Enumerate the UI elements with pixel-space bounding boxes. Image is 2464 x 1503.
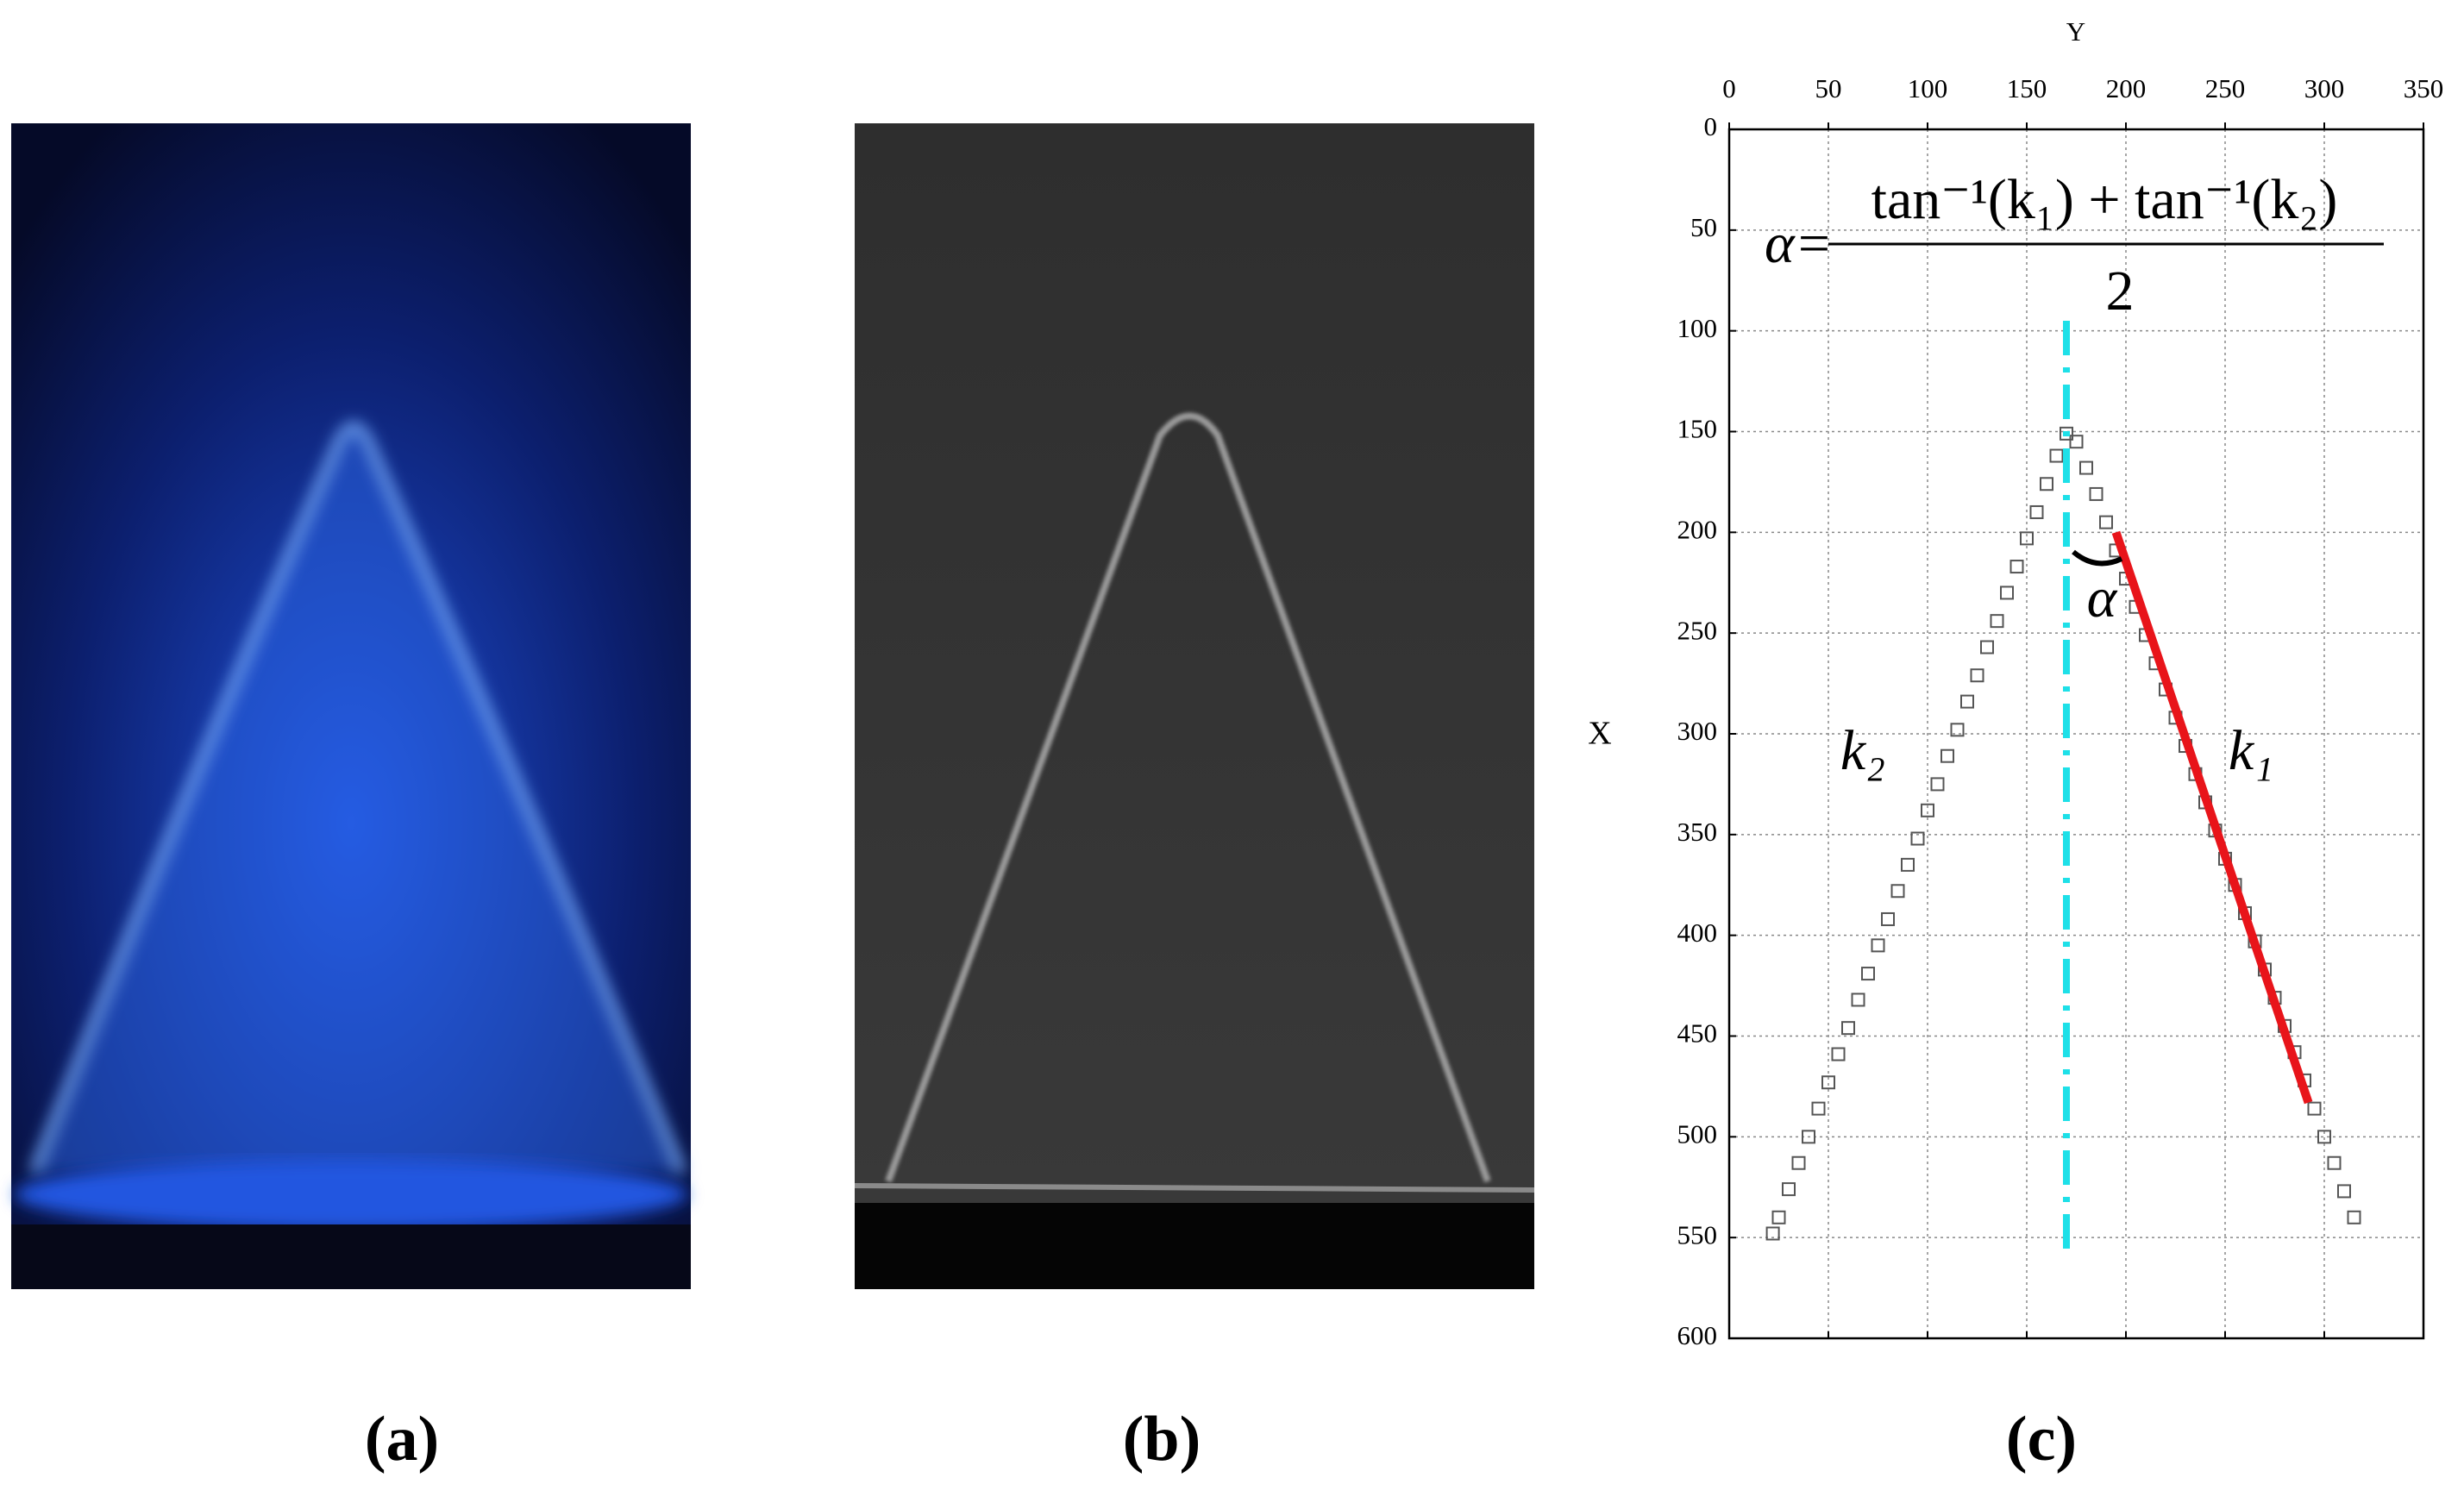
data-point — [1791, 1155, 1806, 1170]
data-point — [1871, 938, 1885, 953]
angle-arc — [2072, 549, 2123, 567]
y-tick-label: 150 — [1677, 414, 1718, 444]
y-tick-label: 400 — [1677, 917, 1718, 948]
y-tick-label: 250 — [1677, 615, 1718, 645]
x-tick-label: 100 — [1908, 73, 1948, 103]
plot-frame — [1727, 128, 2425, 1340]
data-point — [1831, 1047, 1846, 1061]
x-tick-label: 300 — [2304, 73, 2345, 103]
data-point — [1771, 1210, 1786, 1224]
y-tick-label: 50 — [1690, 212, 1717, 242]
data-point — [1851, 993, 1865, 1007]
y-tick-label: 500 — [1677, 1118, 1718, 1149]
data-point — [2029, 504, 2044, 519]
data-point — [2347, 1210, 2361, 1224]
y-tick-label: 200 — [1677, 514, 1718, 544]
data-point — [1990, 614, 2004, 629]
data-point — [1910, 831, 1925, 846]
data-point — [1950, 723, 1965, 737]
panel-label: (b) — [1123, 1404, 1201, 1475]
data-point — [2000, 586, 2014, 600]
data-point — [1861, 967, 1875, 981]
data-point — [2069, 435, 2084, 449]
annotations: α= tan⁻¹(k₁) + tan⁻¹(k₂) 2 α k₂ k₁ — [1765, 168, 2384, 782]
y-tick-label: 100 — [1677, 313, 1718, 343]
y-tick-label: 550 — [1677, 1219, 1718, 1249]
data-point — [1765, 1226, 1780, 1241]
k1-label: k₁ — [2229, 719, 2273, 782]
data-point — [1901, 857, 1915, 872]
panel-label: (a) — [365, 1404, 439, 1475]
data-point — [1841, 1021, 1855, 1036]
y-tick-label: 350 — [1677, 817, 1718, 847]
data-point — [1782, 1182, 1796, 1197]
data-point — [2009, 560, 2024, 574]
formula-lhs: α= — [1765, 212, 1833, 275]
data-point — [2079, 460, 2093, 475]
data-point — [1970, 668, 1984, 683]
x-axis-title: Y — [2066, 16, 2085, 47]
data-point — [1940, 748, 1954, 763]
data-point — [2327, 1155, 2342, 1170]
data-point — [1960, 694, 1974, 709]
data-point — [1811, 1101, 1826, 1116]
data-point — [1930, 777, 1945, 792]
data-point — [1921, 803, 1934, 817]
data-point — [2089, 486, 2103, 501]
data-point — [2049, 448, 2064, 463]
x-tick-label: 50 — [1815, 73, 1842, 103]
y-tick-label: 450 — [1677, 1018, 1718, 1049]
data-point — [1881, 911, 1895, 926]
k2-label: k₂ — [1840, 719, 1885, 782]
formula-numerator: tan⁻¹(k₁) + tan⁻¹(k₂) — [1872, 168, 2338, 231]
y-axis-title: X — [1588, 716, 1611, 752]
data-point — [2020, 531, 2034, 546]
data-point — [2307, 1101, 2322, 1116]
data-point — [1821, 1075, 1835, 1090]
panel-label: (c) — [2006, 1404, 2077, 1475]
formula-denominator: 2 — [2106, 260, 2135, 323]
plot: 0 50 100 150 200 250 300 350 0 50 100 150 200 250 300 3… — [1677, 73, 2444, 1350]
data-point — [2040, 477, 2053, 492]
data-point — [2317, 1130, 2331, 1144]
data-point — [1980, 640, 1994, 654]
x-tick-label: 200 — [2106, 73, 2147, 103]
y-tick-label: 300 — [1677, 716, 1718, 746]
schlieren-photo — [854, 123, 1535, 1289]
x-tick-label: 250 — [2205, 73, 2246, 103]
data-point — [2060, 426, 2073, 441]
y-tick-label: 0 — [1704, 111, 1718, 141]
data-point — [2099, 515, 2113, 529]
fit-line — [2111, 530, 2313, 1105]
data-point — [1802, 1130, 1815, 1144]
data-point — [2337, 1184, 2351, 1199]
flame-photo — [11, 123, 691, 1289]
y-tick-label: 600 — [1677, 1320, 1718, 1350]
x-tick-label: 350 — [2404, 73, 2444, 103]
data-point — [1890, 884, 1905, 899]
x-tick-label: 0 — [1722, 73, 1736, 103]
x-tick-label: 150 — [2007, 73, 2047, 103]
alpha-label: α — [2087, 567, 2118, 629]
